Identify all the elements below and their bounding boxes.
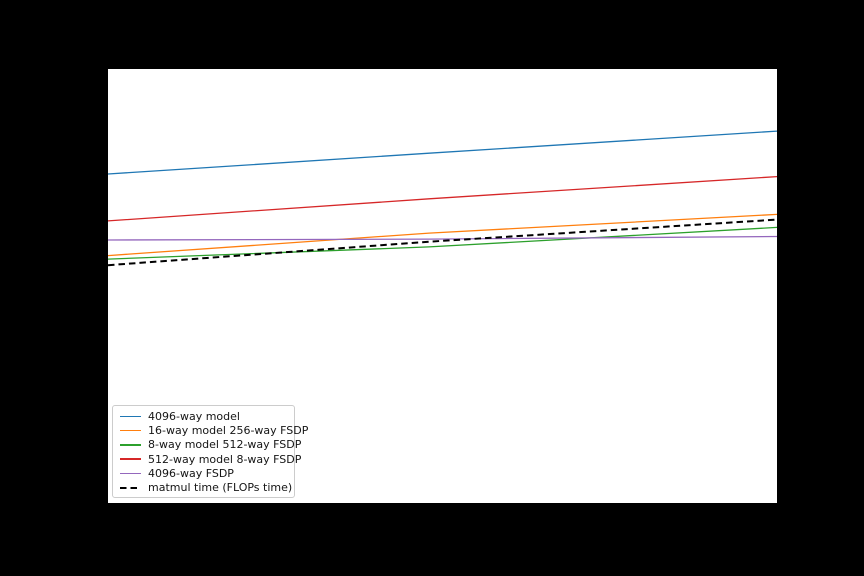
- legend-line-sample: [120, 444, 141, 446]
- plot-area: 4096-way model 16-way model 256-way FSDP…: [108, 69, 777, 503]
- legend-dashed-line-sample: [120, 486, 141, 490]
- legend-line-sample: [120, 472, 141, 475]
- legend-line-sample: [120, 415, 141, 418]
- legend-item-label: 8-way model 512-way FSDP: [148, 438, 302, 452]
- series-line-4: [108, 235, 777, 241]
- legend-item: 4096-way model: [113, 409, 294, 423]
- series-line-2: [108, 226, 777, 260]
- series-line-3: [108, 175, 777, 222]
- legend-item-label: 4096-way FSDP: [148, 467, 234, 481]
- legend-item: 8-way model 512-way FSDP: [113, 438, 301, 452]
- legend-item: 512-way model 8-way FSDP: [113, 452, 301, 466]
- series-line-0: [108, 130, 777, 175]
- legend: 4096-way model 16-way model 256-way FSDP…: [112, 405, 308, 498]
- legend-item-label: 16-way model 256-way FSDP: [148, 424, 309, 438]
- legend-item-label: 4096-way model: [148, 409, 240, 423]
- legend-item: 4096-way FSDP: [113, 466, 294, 480]
- legend-item: 16-way model 256-way FSDP: [113, 424, 308, 438]
- legend-item-label: matmul time (FLOPs time): [148, 481, 293, 495]
- legend-item-label: 512-way model 8-way FSDP: [148, 452, 302, 466]
- series-line-1: [108, 213, 777, 257]
- series-line-5: [108, 218, 777, 267]
- plot-lines: [108, 130, 777, 267]
- legend-line-sample: [120, 458, 141, 461]
- legend-item: matmul time (FLOPs time): [113, 481, 294, 495]
- legend-line-sample: [120, 429, 141, 432]
